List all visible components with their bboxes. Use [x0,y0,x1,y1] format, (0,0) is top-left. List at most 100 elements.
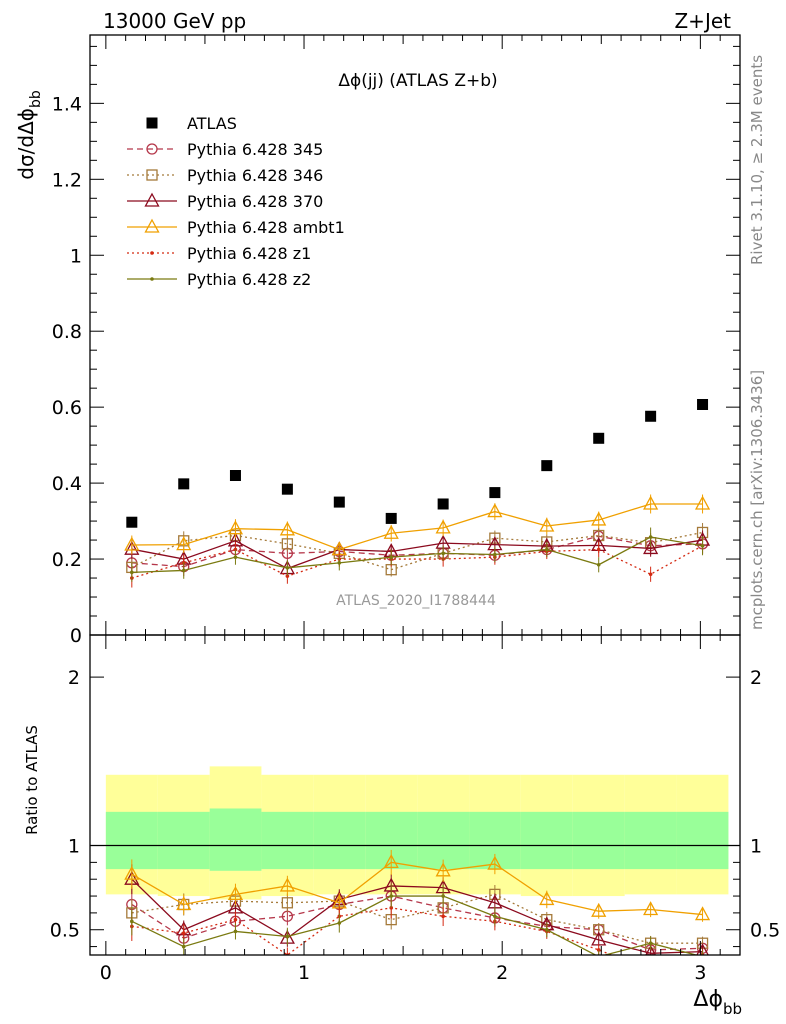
x-tick-labels: 0 1 2 3 [100,962,707,984]
uncertainty-band-inner [676,811,729,870]
ratio-point [281,897,294,909]
legend-entry: Pythia 6.428 z2 [127,270,311,289]
legend-marker [144,218,160,233]
main-panel: 0 0.2 0.4 0.6 0.8 1 1.2 1.4 [52,34,741,647]
ratio-frame [89,634,741,956]
plot-title: Δϕ(jj) (ATLAS Z+b) [338,71,497,91]
data-point [648,572,653,577]
data-point [694,495,711,510]
atlas-data-point [593,432,605,444]
data-point [435,519,451,534]
svg-text:dσ/dΔϕbb: dσ/dΔϕbb [14,90,44,180]
ratio-line [131,861,703,916]
data-point [181,568,186,573]
uncertainty-band-inner [313,811,366,870]
legend-entry: Pythia 6.428 ambt1 [127,218,345,237]
ratio-line [131,893,703,944]
ratio-point [696,943,709,955]
atlas-data-point [541,460,553,472]
series-pythia-6-428-ambt1 [124,494,711,558]
ratio-y-tick-label-right: 0.5 [750,920,780,942]
ratio-point [337,921,342,925]
ratio-point [227,886,244,901]
series-line [131,503,703,551]
legend-entry: Pythia 6.428 345 [127,140,323,159]
uncertainty-band-inner [520,811,573,870]
ratio-point [441,914,445,919]
data-point [233,555,238,559]
ratio-y-tick-label: 1 [68,836,80,858]
x-tick-label: 0 [100,962,112,984]
header-right-label: Z+Jet [674,9,731,33]
ratio-point [648,941,653,946]
uncertainty-band-inner [417,811,470,870]
data-point [124,536,140,551]
series-pythia-6-428-370 [124,530,711,577]
header-left-label: 13000 GeV pp [103,9,246,33]
ratio-y-tick-label: 0.5 [50,920,80,942]
data-point [544,547,549,552]
ratio-point [591,902,607,917]
y-tick-labels-main: 0 0.2 0.4 0.6 0.8 1 1.2 1.4 [52,93,82,647]
ratio-point [233,917,238,922]
x-tick-label: 1 [298,962,310,984]
mcplots-label: mcplots.cern.ch [arXiv:1306.3436] [748,370,766,630]
y-tick-label: 0.4 [52,473,82,495]
series-line [131,536,703,573]
legend-label: Pythia 6.428 z2 [187,270,311,289]
uncertainty-band-inner [572,811,625,870]
ratio-point [493,914,497,919]
data-point [281,538,294,550]
legend-entry: Pythia 6.428 370 [127,192,323,211]
main-series [124,398,711,588]
data-point [389,555,394,559]
ratio-point [441,894,445,898]
legend-label: Pythia 6.428 346 [187,166,323,185]
uncertainty-band-inner [624,811,677,870]
ratio-point [285,934,290,939]
data-point [279,521,295,536]
ratio-point [383,854,399,869]
series-line [131,535,703,568]
ratio-point [539,891,555,906]
uncertainty-band-inner [209,808,262,871]
ratio-point [435,862,451,877]
atlas-data-point [645,410,657,422]
data-point [596,547,601,552]
legend-label: Pythia 6.428 ambt1 [187,218,345,237]
ratio-panel: 0 1 2 3 0.5 0.5 1 1 2 2 [50,634,780,984]
legend-marker [144,192,160,207]
ratio-point [643,901,659,916]
legend-marker [146,117,158,129]
x-tick-label: 2 [496,962,508,984]
ratio-xlabel-sub: bb [723,1000,742,1018]
uncertainty-band-inner [157,811,210,870]
ratio-point [487,855,503,870]
atlas-data-point [229,470,241,482]
ratio-point [389,894,394,898]
analysis-watermark: ATLAS_2020_I1788444 [336,593,496,609]
ratio-point [233,929,238,934]
main-ylabel-sub: bb [28,90,44,108]
ratio-line [131,907,703,955]
ratio-line [131,895,703,951]
legend-marker [146,143,158,155]
legend-marker [146,169,158,181]
ratio-point [176,896,192,911]
atlas-data-point [178,478,190,490]
legend-label: Pythia 6.428 370 [187,192,323,211]
series-line [131,531,703,571]
atlas-data-point [697,398,709,410]
main-ylabel: dσ/dΔϕbb [14,90,44,180]
ratio-point [389,906,394,910]
ratio-point [124,865,140,880]
ratio-point [181,931,186,935]
uncertainty-band-inner [261,811,314,870]
y-tick-label: 1.4 [52,93,82,115]
legend-label: ATLAS [187,114,237,133]
ratio-line [131,895,699,955]
ratio-line [131,878,703,954]
data-point [285,565,290,570]
atlas-data-point [281,483,293,495]
ratio-point [544,927,549,932]
